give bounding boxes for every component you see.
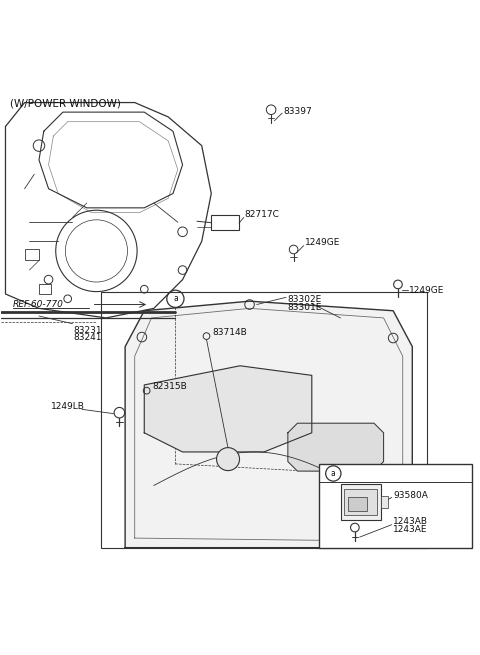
Bar — [381, 496, 388, 508]
Polygon shape — [125, 301, 412, 548]
Text: 1249GE: 1249GE — [409, 286, 444, 295]
Text: 83397: 83397 — [283, 107, 312, 116]
Text: 82717C: 82717C — [245, 210, 280, 219]
Text: REF.60-770: REF.60-770 — [12, 300, 63, 309]
Text: 83301E: 83301E — [287, 303, 321, 312]
Bar — [344, 489, 377, 515]
Bar — [24, 248, 39, 261]
Text: 93580A: 93580A — [393, 491, 428, 500]
Text: (W/POWER WINDOW): (W/POWER WINDOW) — [10, 99, 121, 109]
Polygon shape — [288, 423, 384, 471]
Text: a: a — [331, 469, 336, 478]
Text: 83714B: 83714B — [212, 328, 247, 337]
Bar — [211, 215, 239, 231]
Bar — [39, 284, 51, 294]
Text: 83302E: 83302E — [287, 295, 321, 305]
Text: 1243AE: 1243AE — [393, 525, 428, 534]
Bar — [101, 291, 427, 548]
Polygon shape — [144, 365, 312, 452]
Text: a: a — [173, 294, 178, 303]
Bar — [319, 464, 472, 548]
Text: 83241: 83241 — [73, 333, 102, 343]
Text: 1249LB: 1249LB — [51, 402, 85, 411]
Bar — [348, 497, 367, 512]
Bar — [340, 484, 381, 520]
Circle shape — [216, 447, 240, 470]
Text: 83231: 83231 — [73, 326, 102, 335]
Text: 1249GE: 1249GE — [305, 238, 340, 247]
Text: 1243AB: 1243AB — [393, 517, 428, 526]
Text: 82315B: 82315B — [153, 383, 187, 391]
